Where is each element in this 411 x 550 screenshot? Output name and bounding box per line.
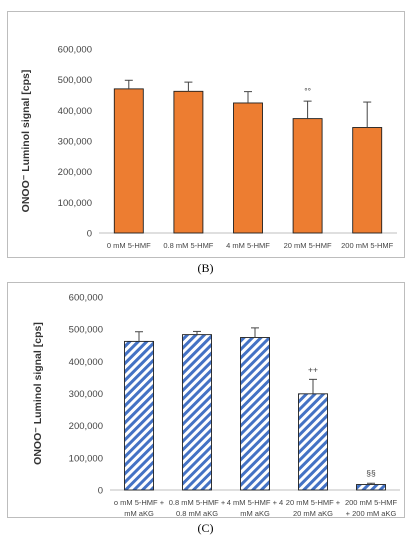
x-tick-label: 20 mM aKG: [293, 509, 333, 517]
x-tick-label: 4 mM 5-HMF: [226, 241, 270, 250]
y-tick-label: 0: [87, 229, 92, 240]
chart-panel-c: ONOO⁻ Luminol signal [cps] 0 100,000 200,00…: [7, 282, 405, 518]
panel-label-b-text: (B): [197, 261, 214, 275]
x-tick-label: mM aKG: [240, 509, 270, 517]
x-tick-label: 20 mM 5-HMF: [284, 241, 332, 250]
x-tick-label: o mM 5-HMF +: [114, 498, 165, 507]
x-tick-label: + 200 mM aKG: [346, 509, 397, 517]
x-tick-label: mM aKG: [124, 509, 154, 517]
chart-panel-b: ONOO⁻ Luminol signal [cps] 0 100,000 200,00…: [7, 11, 405, 258]
y-tick-label: 500,000: [58, 75, 92, 86]
bar: [292, 118, 323, 234]
bar: [240, 337, 270, 491]
x-tick-label: 200 mM 5-HMF: [345, 498, 398, 507]
significance-label: ++: [308, 364, 318, 374]
bar: [352, 127, 383, 234]
y-tick-label: 200,000: [69, 421, 103, 432]
y-tick-label: 100,000: [69, 453, 103, 464]
x-tick-label: 0.8 mM aKG: [176, 509, 218, 517]
y-axis-label: ONOO⁻ Luminol signal [cps]: [32, 322, 44, 465]
y-tick-label: 0: [98, 486, 103, 497]
panel-label-c-text: (C): [197, 521, 214, 535]
y-tick-label: 400,000: [69, 357, 103, 368]
bar: [173, 90, 204, 234]
y-tick-label: 300,000: [58, 137, 92, 148]
bar: [124, 340, 154, 491]
bar: [233, 102, 263, 234]
bar: [356, 484, 386, 491]
x-tick-label: 0.8 mM 5-HMF: [163, 241, 213, 250]
x-tick-label: 200 mM 5-HMF: [341, 241, 394, 250]
x-tick-label: 20 mM 5-HMF +: [286, 498, 341, 507]
y-tick-label: 600,000: [58, 45, 92, 56]
significance-label: °°: [304, 86, 311, 96]
panel-label-c: (C): [0, 521, 411, 536]
y-tick-label: 300,000: [69, 389, 103, 400]
y-tick-label: 100,000: [58, 198, 92, 209]
bar-chart-c: ONOO⁻ Luminol signal [cps] 0 100,000 200,00…: [32, 293, 400, 517]
bar: [182, 334, 212, 491]
x-tick-label: 4 mM 5-HMF + 4: [227, 498, 283, 507]
y-tick-label: 600,000: [69, 293, 103, 304]
bar-chart-b: ONOO⁻ Luminol signal [cps] 0 100,000 200,00…: [20, 45, 397, 250]
x-tick-label: 0.8 mM 5-HMF +: [169, 498, 226, 507]
y-axis-label: ONOO⁻ Luminol signal [cps]: [20, 70, 32, 213]
y-tick-label: 400,000: [58, 106, 92, 117]
x-tick-label: 0 mM 5-HMF: [107, 241, 151, 250]
significance-label: §§: [366, 468, 376, 478]
bar: [298, 393, 328, 491]
y-tick-label: 500,000: [69, 325, 103, 336]
y-tick-label: 200,000: [58, 167, 92, 178]
bar: [113, 88, 144, 234]
panel-label-b: (B): [0, 261, 411, 276]
